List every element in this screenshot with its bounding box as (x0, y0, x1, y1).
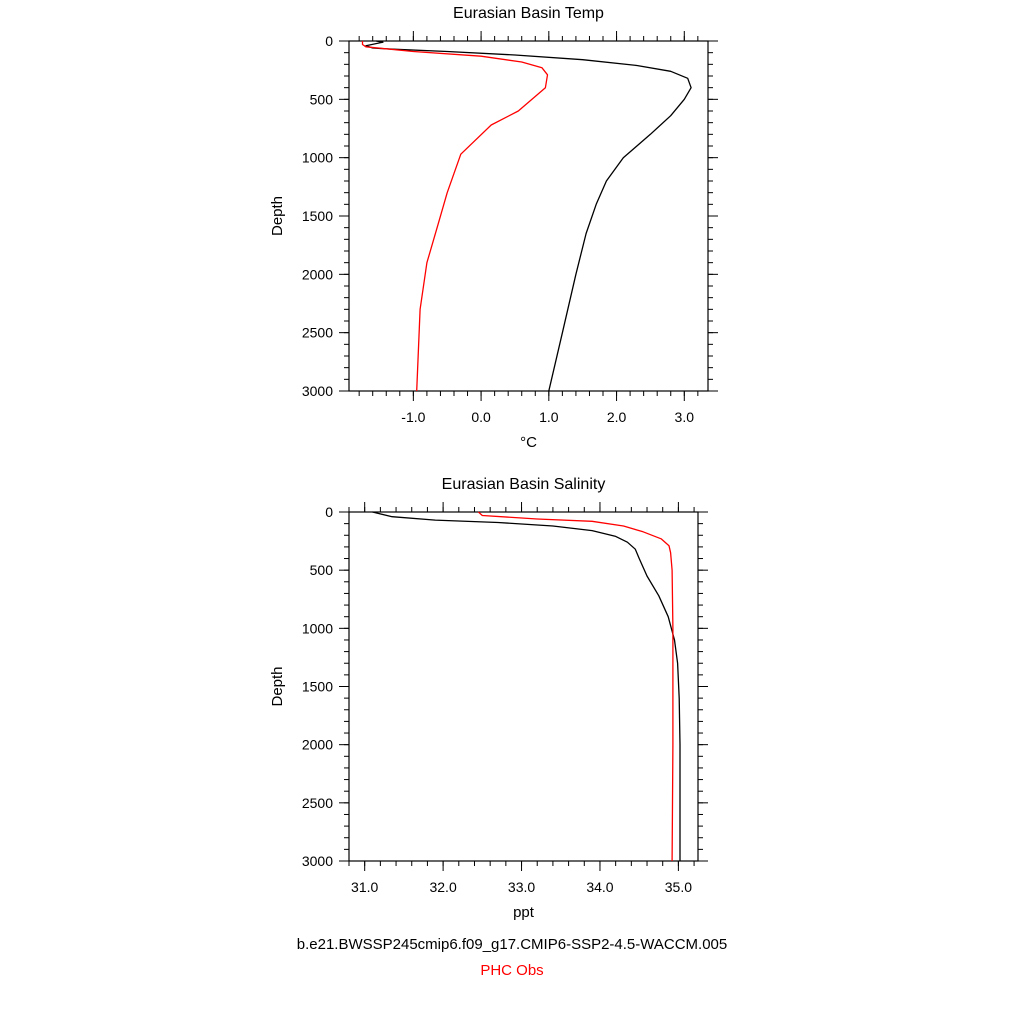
chart-panel-1: Eurasian Basin Temp -1.0 0.0 1.0 2.0 3.0 0 500 1… (269, 5, 718, 451)
y-tick-label: 1500 (302, 208, 333, 224)
x-tick-label: 35.0 (665, 879, 692, 895)
y-tick-label: 500 (310, 562, 334, 578)
y-tick-label: 1000 (302, 150, 333, 166)
y-tick-label: 2000 (302, 737, 333, 753)
y-tick-label: 0 (325, 504, 333, 520)
x-tick-label: 31.0 (351, 879, 378, 895)
chart-title: Eurasian Basin Temp (453, 5, 604, 22)
obs-label: PHC Obs (480, 962, 544, 979)
y-tick-label: 2500 (302, 795, 333, 811)
y-tick-label: 1500 (302, 679, 333, 695)
chart-title: Eurasian Basin Salinity (442, 476, 606, 493)
x-tick-label: 0.0 (471, 409, 491, 425)
x-tick-label: 34.0 (586, 879, 613, 895)
y-tick-label: 3000 (302, 853, 333, 869)
x-tick-label: 3.0 (675, 409, 695, 425)
y-tick-label: 2000 (302, 266, 333, 282)
y-tick-label: 2500 (302, 325, 333, 341)
x-tick-label: 32.0 (429, 879, 456, 895)
plot-frame (348, 511, 699, 862)
plot-frame (348, 40, 709, 392)
model-profile-line (365, 40, 692, 392)
obs-profile-line (361, 41, 549, 392)
obs-profile-line (477, 511, 674, 862)
x-tick-label: 33.0 (508, 879, 535, 895)
x-tick-label: 2.0 (607, 409, 627, 425)
model-profile-line (372, 511, 681, 861)
x-tick-label: 1.0 (539, 409, 559, 425)
y-tick-label: 500 (310, 91, 334, 107)
x-axis-label: °C (520, 434, 537, 451)
y-axis-label: Depth (269, 196, 286, 236)
y-axis-label: Depth (269, 666, 286, 706)
y-tick-label: 3000 (302, 383, 333, 399)
x-tick-label: -1.0 (401, 409, 425, 425)
y-tick-label: 1000 (302, 620, 333, 636)
x-axis-label: ppt (513, 904, 535, 921)
chart-panel-2: Eurasian Basin Salinity 31.0 32.0 33.0 34.0 3… (269, 476, 708, 921)
model-case-label: b.e21.BWSSP245cmip6.f09_g17.CMIP6-SSP2-4… (296, 936, 728, 953)
y-tick-label: 0 (325, 33, 333, 49)
